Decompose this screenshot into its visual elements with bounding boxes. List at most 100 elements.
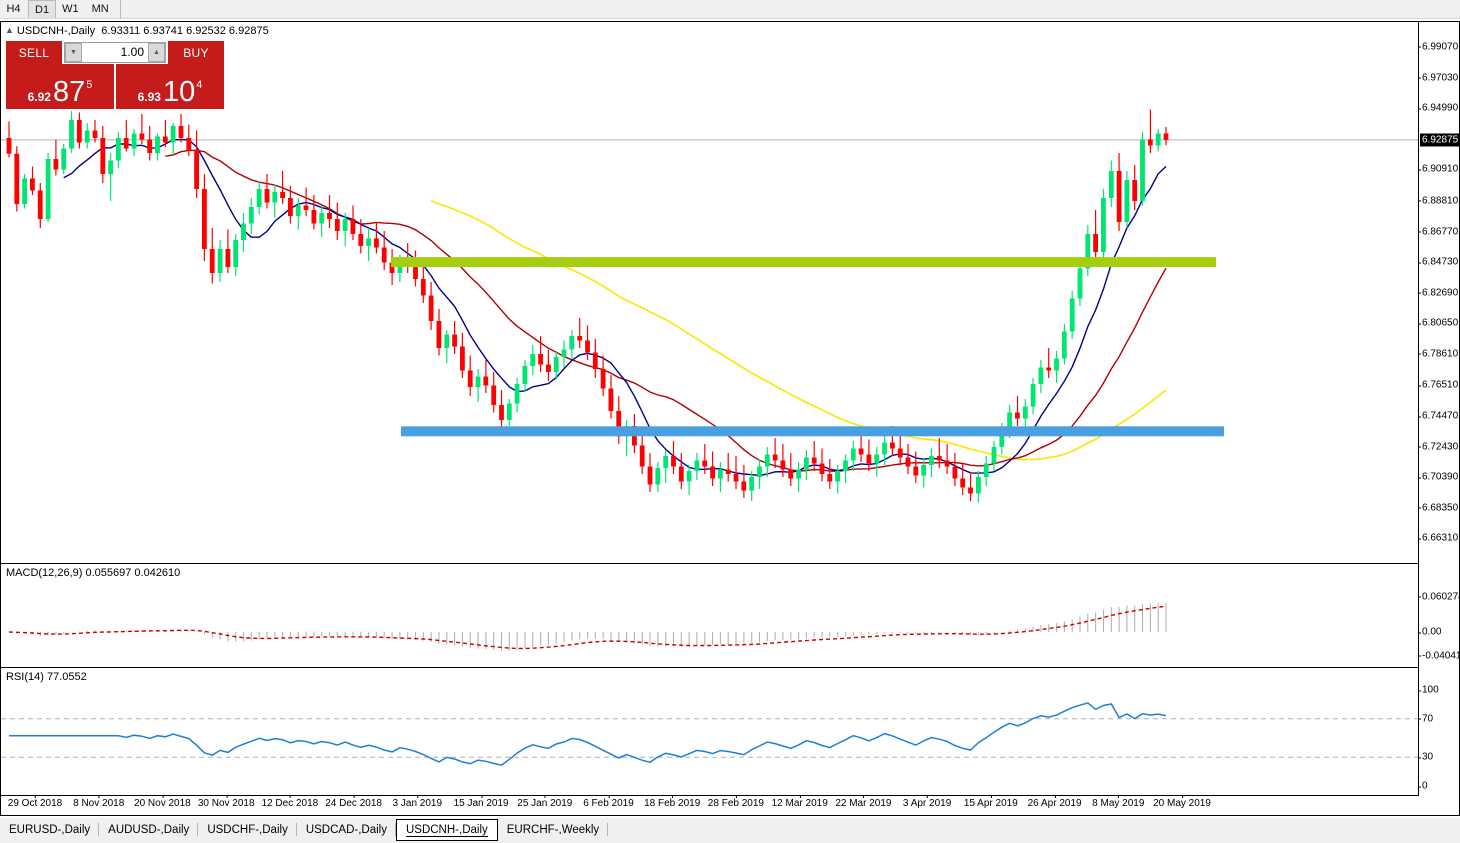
date-axis-label: 8 May 2019 [1092,795,1145,809]
chart-symbol-period: USDCNH-,Daily [16,25,96,37]
timeframe-w1-label: W1 [62,3,79,15]
chart-tab-label: USDCAD-,Daily [305,823,387,836]
date-axis-label: 30 Nov 2018 [197,795,255,809]
price-axis-tick: 6.72430 [1418,441,1459,452]
date-axis-label: 3 Jan 2019 [392,795,443,809]
price-axis-tick: 6.82690 [1418,287,1459,299]
volume-up-icon[interactable]: ▲ [148,43,165,62]
date-axis-label: 22 Mar 2019 [835,795,892,809]
chart-tab-label: AUDUSD-,Daily [108,823,190,836]
volume-stepper[interactable]: ▼ 1.00 ▲ [64,42,166,63]
timeframe-h4[interactable]: H4 [0,0,28,18]
chart-tab-usdcaddaily[interactable]: USDCAD-,Daily [297,819,397,840]
price-pane[interactable]: 6.99070 6.97030 6.94990 6.90910 6.88810 6.867… [1,22,1459,563]
pane-separator-2 [1,667,1419,668]
buy-big-figure: 6.93 [137,90,161,104]
buy-button[interactable]: 6.93 10 4 [116,64,224,109]
chart-canvas-window[interactable]: ▲ USDCNH-,Daily 6.93311 6.93741 6.92532 6… [0,21,1460,816]
rsi-axis-tick: 100 [1419,684,1439,696]
macd-plot [8,602,1167,651]
price-axis-tick: 6.84730 [1418,256,1459,268]
chart-tab-label: EURUSD-,Daily [9,823,91,836]
macd-axis-tick: 0.00 [1418,626,1442,638]
price-axis-tick: 6.94990 [1418,102,1459,114]
collapse-triangle-icon[interactable]: ▲ [5,25,14,35]
timeframe-mn[interactable]: MN [86,0,116,18]
volume-value[interactable]: 1.00 [82,43,148,62]
date-axis-label: 3 Apr 2019 [902,795,952,809]
sell-button[interactable]: 6.92 87 5 [6,64,114,109]
date-axis-label: 25 Jan 2019 [517,795,573,809]
buy-fraction: 4 [196,79,203,91]
date-axis-label: 15 Apr 2019 [963,795,1018,809]
chart-title: ▲ USDCNH-,Daily 6.93311 6.93741 6.92532 6… [5,25,269,37]
price-axis-tick: 6.99070 [1418,41,1459,53]
macd-axis-tick: 0.060274 [1419,591,1459,602]
price-axis-tick: 6.70390 [1418,471,1459,483]
date-axis-label: 15 Jan 2019 [453,795,509,809]
price-axis-tick: 6.86770 [1418,226,1459,237]
chart-tab-audusddaily[interactable]: AUDUSD-,Daily [99,819,199,840]
date-axis-label: 12 Dec 2018 [261,795,319,809]
rsi-axis-tick: 70 [1418,713,1434,725]
date-axis-label: 28 Feb 2019 [707,795,764,809]
price-axis[interactable]: 6.99070 6.97030 6.94990 6.90910 6.88810 6.867… [1418,22,1459,563]
price-axis-tick: 6.76510 [1418,379,1459,391]
pane-separator-1 [1,563,1419,564]
one-click-trading-price-row: 6.92 87 5 6.93 10 4 [6,64,224,109]
current-price-label: 6.92875 [1420,133,1459,147]
timeframe-d1[interactable]: D1 [28,0,57,18]
toolbar-divider [119,0,121,19]
price-axis-tick: 6.74470 [1418,410,1459,422]
buy-pips: 10 [162,76,196,108]
price-plot [1,109,1419,503]
sell-pips: 87 [52,76,86,108]
one-click-trading-panel[interactable]: SELL ▼ 1.00 ▲ BUY 6.92 87 5 [6,41,224,109]
price-axis-tick: 6.68350 [1418,502,1459,514]
date-axis-label: 20 Nov 2018 [134,795,191,809]
rsi-axis-tick: 30 [1418,751,1434,763]
date-axis-label: 6 Feb 2019 [583,795,634,809]
sell-fraction: 5 [86,79,93,91]
timeframe-toolbar: H4 D1 W1 MN [0,0,1460,19]
price-axis-tick: 6.88810 [1418,195,1459,207]
rsi-plot [1,702,1419,766]
rsi-axis[interactable]: 100 70 30 0 [1418,668,1459,795]
timeframe-w1[interactable]: W1 [56,0,86,18]
chart-tab-bar: EURUSD-,Daily AUDUSD-,Daily USDCHF-,Daily U… [0,818,1460,843]
date-axis-label: 24 Dec 2018 [325,795,382,809]
macd-label: MACD(12,26,9) 0.055697 0.042610 [6,567,181,579]
buy-label[interactable]: BUY [168,41,224,64]
chart-tab-label: USDCNH-,Daily [405,823,488,837]
rsi-pane[interactable]: RSI(14) 77.0552 100 70 30 0 [1,668,1459,795]
sell-big-figure: 6.92 [27,90,51,104]
date-axis-label: 26 Apr 2019 [1027,795,1082,809]
volume-down-icon[interactable]: ▼ [65,43,82,62]
date-axis-label: 18 Feb 2019 [644,795,701,809]
macd-axis[interactable]: 0.060274 0.00 -0.040412 [1418,564,1459,667]
chart-ohlc-values: 6.93311 6.93741 6.92532 6.92875 [101,25,269,37]
chart-tab-usdchfdaily[interactable]: USDCHF-,Daily [198,819,297,840]
date-axis-label: 20 May 2019 [1153,795,1211,809]
date-axis-label: 8 Nov 2018 [73,795,125,809]
price-axis-tick: 6.97030 [1418,72,1459,84]
chart-tab-label: USDCHF-,Daily [207,823,288,836]
price-axis-tick: 6.80650 [1418,317,1459,329]
timeframe-h4-label: H4 [6,3,21,15]
rsi-axis-tick: 0 [1419,780,1428,792]
chart-tab-usdcnhdaily[interactable]: USDCNH-,Daily [395,819,498,841]
macd-pane[interactable]: MACD(12,26,9) 0.055697 0.042610 0.060274… [1,564,1459,667]
date-axis-label: 12 Mar 2019 [771,795,828,809]
price-axis-tick: 6.90910 [1418,163,1459,175]
chart-tab-eurusddaily[interactable]: EURUSD-,Daily [0,819,100,840]
rsi-label: RSI(14) 77.0552 [6,671,87,683]
price-axis-tick: 6.78610 [1418,348,1459,360]
sell-label[interactable]: SELL [6,41,62,64]
one-click-trading-top-row: SELL ▼ 1.00 ▲ BUY [6,41,224,64]
macd-axis-tick: -0.040412 [1418,650,1459,661]
chart-tab-eurchfweekly[interactable]: EURCHF-,Weekly [498,819,609,840]
timeframe-mn-label: MN [91,3,109,15]
date-axis[interactable]: 29 Oct 2018 8 Nov 2018 20 Nov 2018 30 Nov 2… [1,795,1419,813]
date-axis-label: 29 Oct 2018 [7,795,63,809]
